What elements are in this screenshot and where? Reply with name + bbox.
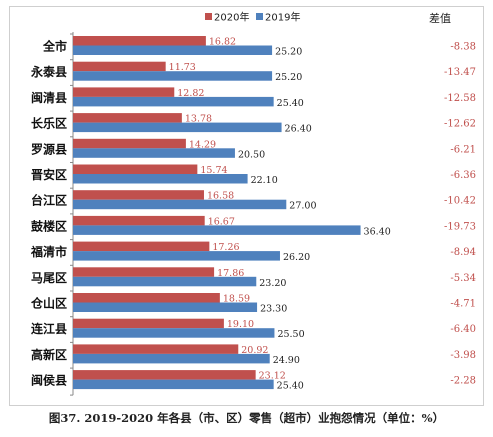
difference-value: -2.28 [450,376,476,387]
category-label: 罗源县 [31,141,67,156]
category-label: 全市 [42,39,67,54]
difference-value: -13.47 [444,67,476,78]
bar-2019 [73,276,257,287]
legend-swatch-2019 [256,13,263,20]
data-label-2019: 25.20 [275,47,302,58]
data-label-2019: 25.50 [277,329,304,340]
data-label-2020: 23.12 [259,371,286,382]
bar-2020 [73,370,256,380]
chart-frame [9,6,484,406]
data-label-2020: 17.26 [212,242,239,253]
bar-2020 [73,61,166,72]
data-label-2019: 26.40 [285,124,312,135]
bar-2020 [73,344,239,354]
difference-value: -6.21 [450,144,476,155]
category-label: 高新区 [31,347,67,362]
bar-2020 [73,293,220,303]
bar-2020 [73,318,224,329]
category-label: 福清市 [30,244,67,259]
bar-2019 [73,174,248,184]
difference-value: -5.34 [450,273,476,284]
category-label: 长乐区 [31,116,67,131]
difference-value: -3.98 [450,350,476,361]
data-label-2019: 22.10 [251,175,278,186]
data-label-2020: 19.10 [227,319,254,330]
bar-2020 [73,241,210,252]
bar-2020 [73,138,186,149]
bar-2019 [73,225,361,235]
data-label-2020: 12.82 [177,88,204,99]
category-label: 永泰县 [30,64,67,79]
bar-2019 [73,96,274,107]
difference-value: -6.40 [450,324,476,335]
data-label-2019: 25.40 [277,98,304,109]
data-label-2019: 20.50 [238,149,265,160]
bar-2020 [73,36,206,46]
data-label-2020: 16.58 [207,191,234,202]
difference-value: -8.38 [450,42,476,53]
legend-label-2020: 2020年 [214,11,249,24]
data-label-2020: 14.29 [189,139,216,150]
data-label-2019: 24.90 [273,355,300,366]
data-label-2019: 36.40 [364,226,391,237]
figure-caption: 图37. 2019-2020 年各县（市、区）零售（超市）业抱怨情况（单位：%） [48,411,445,425]
bar-2019 [73,302,258,312]
data-label-2020: 13.78 [185,114,212,125]
bar-2020 [73,267,215,277]
difference-value: -8.94 [450,247,476,258]
category-label: 闽清县 [31,90,67,105]
bar-2019 [73,45,273,55]
data-label-2019: 25.40 [277,381,304,392]
category-label: 鼓楼区 [31,218,67,233]
category-label: 台江区 [31,193,67,208]
bar-2020 [73,190,204,200]
legend-label-2019: 2019年 [265,11,300,24]
category-label: 马尾区 [31,271,67,285]
data-label-2019: 25.20 [275,72,302,83]
bar-2020 [73,87,175,97]
data-label-2020: 16.67 [208,216,235,227]
data-label-2020: 18.59 [223,294,250,305]
difference-value: -6.36 [450,170,476,181]
category-label: 连江县 [31,321,67,336]
bar-2019 [73,199,287,210]
data-label-2020: 15.74 [200,165,227,176]
bar-2019 [73,71,273,81]
difference-value: -12.62 [444,119,476,130]
difference-value: -19.73 [444,221,476,232]
data-label-2019: 27.00 [289,201,316,212]
category-label: 晋安区 [31,167,67,182]
data-label-2020: 17.86 [217,268,244,279]
difference-value: -4.71 [450,299,476,310]
data-label-2019: 26.20 [283,252,310,263]
bar-2019 [73,379,274,390]
bar-2020 [73,215,205,226]
data-label-2020: 11.73 [169,62,196,73]
bar-2020 [73,164,198,174]
data-label-2019: 23.30 [260,304,287,315]
category-label: 仓山区 [30,296,67,311]
data-label-2020: 20.92 [241,345,268,356]
bar-2019 [73,148,235,158]
difference-value: -10.42 [444,196,476,207]
bar-2019 [73,122,282,133]
data-label-2020: 16.82 [209,37,236,48]
bar-2019 [73,328,275,338]
category-label: 闽侯县 [31,373,67,388]
difference-title: 差值 [429,11,451,25]
bar-2019 [73,251,280,261]
bar-2019 [73,353,270,364]
legend-swatch-2020 [205,13,212,20]
data-label-2019: 23.20 [259,278,286,289]
bar-2020 [73,113,182,123]
difference-value: -12.58 [444,93,476,104]
